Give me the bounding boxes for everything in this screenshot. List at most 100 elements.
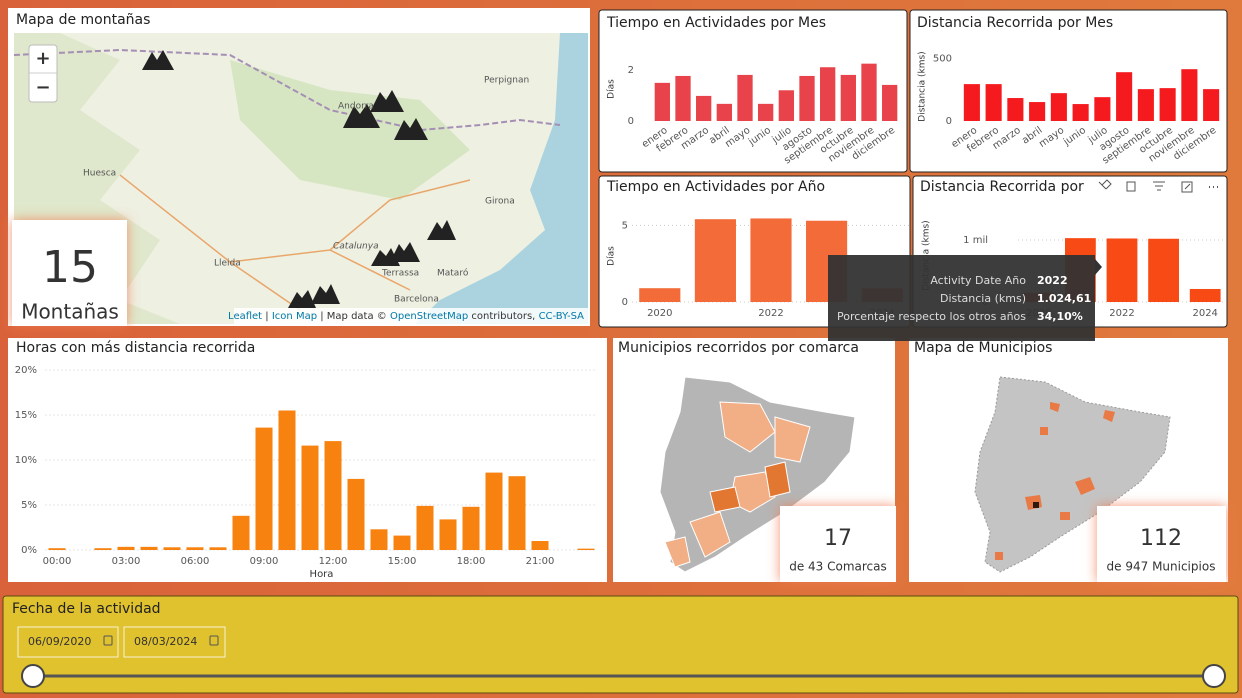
zoom-in[interactable]: +	[35, 48, 50, 69]
bar	[48, 548, 66, 550]
tooltip-value: 34,10%	[1037, 310, 1083, 323]
tooltip-arrow	[1095, 259, 1102, 275]
y-tick-label: 15%	[15, 410, 37, 421]
chart-title: Tiempo en Actividades por Año	[606, 179, 825, 195]
attribution-text: contributors,	[471, 311, 535, 322]
place-label: Terrassa	[381, 269, 419, 279]
bar	[799, 75, 815, 121]
attribution-text: Map data ©	[327, 311, 387, 322]
region	[1033, 502, 1039, 508]
mountain-icon	[427, 220, 456, 240]
visual-header-icons	[1098, 179, 1218, 193]
link[interactable]: CC-BY-SA	[539, 311, 585, 322]
region	[974, 376, 1171, 573]
bar	[1094, 97, 1111, 121]
bar	[485, 472, 503, 550]
x-tick-label: 2024	[1192, 308, 1217, 319]
bar	[654, 82, 670, 121]
bar	[750, 218, 792, 302]
place-label: Perpignan	[484, 76, 529, 86]
chart-title: Distancia Recorrida por	[920, 179, 1084, 195]
charts: 02Díasenerofebreromarzoabrilmayojuniojul…	[15, 51, 1226, 580]
region	[719, 401, 811, 463]
y-axis-label: Días	[607, 246, 617, 266]
bar	[439, 519, 457, 550]
bar	[1029, 102, 1046, 121]
pin-icon[interactable]	[1098, 179, 1112, 190]
chart-title: Distancia Recorrida por Mes	[917, 15, 1113, 31]
y-tick-label: 0	[622, 297, 628, 308]
x-tick-label: 00:00	[43, 556, 72, 567]
bar	[1137, 89, 1154, 121]
attribution: Leaflet | Icon Map | Map data © OpenStre…	[228, 311, 584, 322]
slider-handle[interactable]	[1202, 664, 1226, 688]
y-tick-label: 0%	[21, 545, 37, 556]
link[interactable]: OpenStreetMap	[390, 311, 468, 322]
bar	[370, 529, 388, 550]
calendar-icon[interactable]	[103, 635, 113, 646]
tooltip-label: Distancia (kms)	[940, 292, 1026, 305]
y-tick-label: 1 mil	[963, 235, 988, 246]
slider-handle[interactable]	[21, 664, 45, 688]
kpi-card	[1097, 506, 1226, 582]
place-label: Girona	[485, 197, 515, 207]
bar	[186, 547, 204, 550]
x-tick-label: 21:00	[526, 556, 555, 567]
zoom-out[interactable]: −	[35, 77, 50, 98]
y-tick-label: 2	[628, 65, 634, 76]
kpi-value: 15	[42, 242, 98, 293]
bar	[117, 546, 135, 550]
bar	[577, 548, 595, 550]
slicer-title: Fecha de la actividad	[12, 601, 161, 617]
y-tick-label: 5%	[21, 500, 37, 511]
panel-title: Mapa de Municipios	[914, 340, 1052, 356]
copy-icon[interactable]	[1126, 181, 1136, 192]
bar	[882, 84, 898, 121]
kpi-label: de 947 Municipios	[1107, 560, 1216, 574]
bar	[758, 103, 774, 121]
bar	[675, 75, 691, 121]
x-tick-label: 12:00	[319, 556, 348, 567]
road	[119, 174, 471, 311]
y-tick-label: 5	[622, 220, 628, 231]
date-input[interactable]	[123, 626, 226, 658]
x-tick-label: 06:00	[181, 556, 210, 567]
place-label: Lleida	[214, 259, 241, 269]
link[interactable]: Icon Map	[272, 311, 317, 322]
link[interactable]: Leaflet	[228, 311, 262, 322]
bar	[694, 219, 736, 302]
separator: |	[265, 311, 268, 322]
bar	[985, 84, 1002, 121]
choropleth	[974, 376, 1171, 573]
kpi-value: 112	[1140, 526, 1182, 551]
date-input[interactable]	[17, 626, 119, 658]
focus-icon[interactable]	[1181, 181, 1193, 193]
bar	[716, 103, 732, 121]
x-tick-label: 2022	[1109, 308, 1134, 319]
terrain	[230, 60, 470, 200]
filter-icon[interactable]	[1153, 181, 1165, 191]
mountain-icon	[311, 284, 340, 304]
x-tick-label: 18:00	[457, 556, 486, 567]
bar	[94, 548, 112, 550]
bar	[232, 515, 250, 550]
bar	[861, 63, 877, 121]
calendar-icon[interactable]	[209, 635, 219, 646]
tooltip-label: Activity Date Año	[930, 274, 1026, 287]
y-axis-label: Distancia (kms)	[918, 51, 928, 121]
tooltip: Activity Date Año 2022 Distancia (kms) 1…	[828, 255, 1102, 341]
bar	[639, 288, 681, 302]
attribution-bg	[234, 308, 588, 324]
panel-title: Mapa de montañas	[16, 12, 150, 28]
bar	[1159, 88, 1176, 121]
y-tick-label: 20%	[15, 365, 37, 376]
mountain-icons	[142, 50, 456, 308]
bar	[255, 427, 273, 550]
bar	[1050, 93, 1067, 121]
bar	[531, 541, 549, 550]
x-tick-label: 09:00	[250, 556, 279, 567]
place-label: Andorra	[338, 102, 374, 112]
x-tick-label: 03:00	[112, 556, 141, 567]
bar	[462, 506, 480, 550]
